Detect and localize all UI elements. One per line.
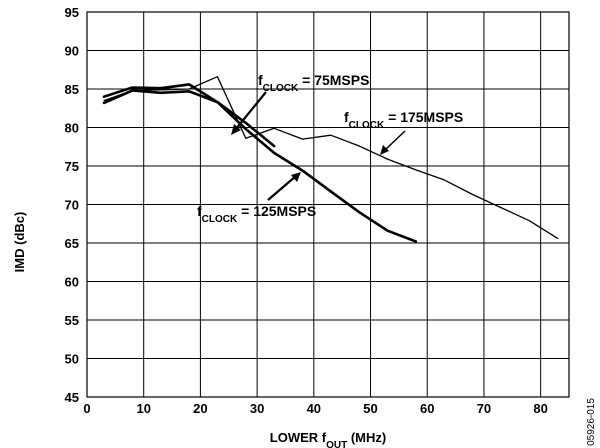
y-tick-label: 95 [65, 5, 79, 20]
annotation-125msps: fCLOCK = 125MSPS [197, 172, 316, 225]
y-tick-label: 55 [65, 313, 79, 328]
y-tick-label: 75 [65, 159, 79, 174]
label-125msps: fCLOCK = 125MSPS [197, 203, 316, 225]
y-tick-label: 90 [65, 44, 79, 59]
x-tick-label: 60 [420, 401, 434, 416]
y-tick-label: 60 [65, 275, 79, 290]
x-axis-label-main: LOWER f [270, 430, 327, 445]
label-75msps: fCLOCK = 75MSPS [258, 72, 369, 94]
arrow-175msps [384, 130, 406, 151]
annotation-75msps: fCLOCK = 75MSPS [231, 72, 369, 135]
x-tick-labels: 0 10 20 30 40 50 60 70 80 [83, 401, 547, 416]
y-tick-label: 65 [65, 236, 79, 251]
label-175msps: fCLOCK = 175MSPS [344, 109, 463, 131]
x-tick-label: 10 [136, 401, 150, 416]
arrowhead-75msps [231, 124, 241, 135]
y-tick-label: 85 [65, 82, 79, 97]
y-axis-label: IMD (dBc) [12, 212, 27, 273]
y-tick-label: 45 [65, 390, 79, 405]
arrowhead-125msps [291, 172, 301, 182]
x-tick-label: 30 [250, 401, 264, 416]
y-tick-labels: 45 50 55 60 65 70 75 80 85 90 95 [65, 5, 79, 405]
x-tick-label: 20 [193, 401, 207, 416]
arrowhead-175msps [380, 145, 389, 155]
series-line-1 [102, 83, 276, 148]
x-axis-label-suffix: (MHz) [347, 430, 386, 445]
x-tick-label: 80 [533, 401, 547, 416]
arrow-125msps [267, 175, 297, 201]
y-tick-label: 80 [65, 121, 79, 136]
document-id: 05926-015 [586, 398, 597, 446]
series-line-3 [103, 76, 559, 240]
y-tick-label: 70 [65, 198, 79, 213]
grid [87, 12, 569, 397]
plot-frame [86, 11, 570, 398]
x-tick-label: 70 [477, 401, 491, 416]
arrow-75msps [234, 91, 267, 131]
x-tick-label: 0 [83, 401, 90, 416]
x-tick-label: 50 [363, 401, 377, 416]
x-tick-label: 40 [307, 401, 321, 416]
series-line-2 [102, 89, 418, 243]
annotation-175msps: fCLOCK = 175MSPS [344, 109, 463, 155]
y-tick-label: 50 [65, 352, 79, 367]
series-lines [102, 76, 559, 243]
x-axis-label: LOWER fOUT (MHz) [270, 430, 386, 448]
x-axis-label-sub: OUT [326, 440, 347, 448]
